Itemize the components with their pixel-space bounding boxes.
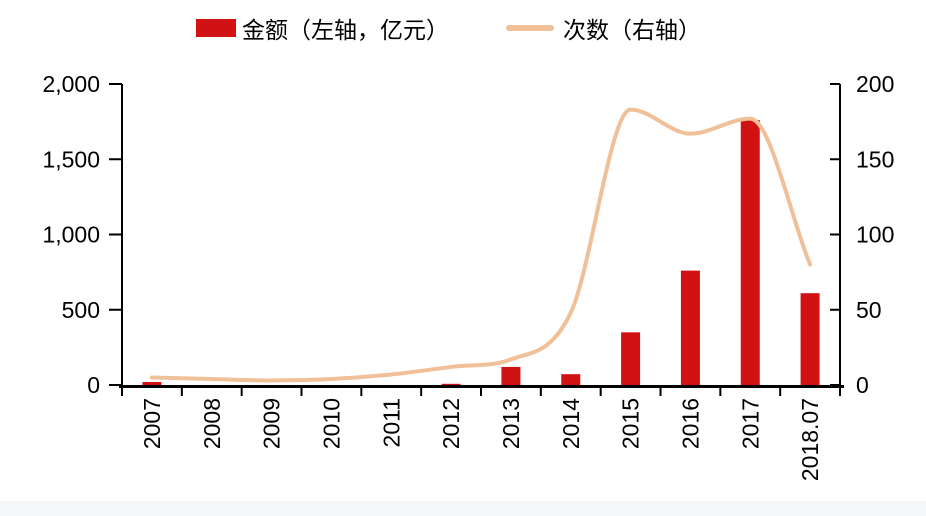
legend-item-amount: 金额（左轴，亿元） [196, 13, 449, 43]
count-legend-label: 次数（右轴） [563, 17, 701, 43]
amount-bar-2012 [441, 383, 461, 385]
amount-legend-swatch-icon [196, 19, 236, 37]
right-axis-tick-label: 200 [856, 71, 894, 97]
x-axis-label-2010: 2010 [318, 398, 344, 449]
amount-bar-2017 [740, 120, 760, 386]
x-axis-label-2017: 2017 [737, 398, 763, 449]
x-axis-label-2008: 2008 [199, 398, 225, 449]
x-axis-label-2015: 2015 [618, 398, 644, 449]
x-axis-label-2018.07: 2018.07 [797, 398, 823, 481]
amount-bar-2007 [142, 381, 162, 385]
left-axis-tick-label: 2,000 [42, 71, 100, 97]
x-axis-label-2016: 2016 [677, 398, 703, 449]
count-legend-swatch-icon [506, 25, 554, 31]
amount-bar-2018.07 [800, 293, 820, 385]
amount-bar-2015 [621, 332, 641, 385]
count-line [149, 107, 813, 383]
x-axis-label-2009: 2009 [259, 398, 285, 449]
left-axis-tick-label: 1,000 [42, 222, 100, 248]
right-axis-tick-label: 0 [856, 372, 869, 398]
amount-bar-2016 [680, 270, 700, 385]
bottom-artifact-band [0, 501, 926, 516]
left-axis-tick-label: 1,500 [42, 146, 100, 172]
right-axis-tick-label: 100 [856, 222, 894, 248]
amount-bar-2013 [501, 366, 521, 385]
x-axis-label-2014: 2014 [558, 398, 584, 449]
x-axis-label-2007: 2007 [139, 398, 165, 449]
legend-item-count: 次数（右轴） [506, 13, 701, 43]
left-axis-tick-label: 0 [87, 372, 100, 398]
right-axis-tick-label: 50 [856, 297, 882, 323]
x-axis-label-2013: 2013 [498, 398, 524, 449]
amount-legend-label: 金额（左轴，亿元） [242, 17, 449, 43]
x-axis-label-2012: 2012 [438, 398, 464, 449]
x-axis-label-2011: 2011 [378, 398, 404, 447]
amount-bar-2014 [561, 374, 581, 385]
left-axis-tick-label: 500 [62, 297, 100, 323]
right-axis-tick-label: 150 [856, 146, 894, 172]
